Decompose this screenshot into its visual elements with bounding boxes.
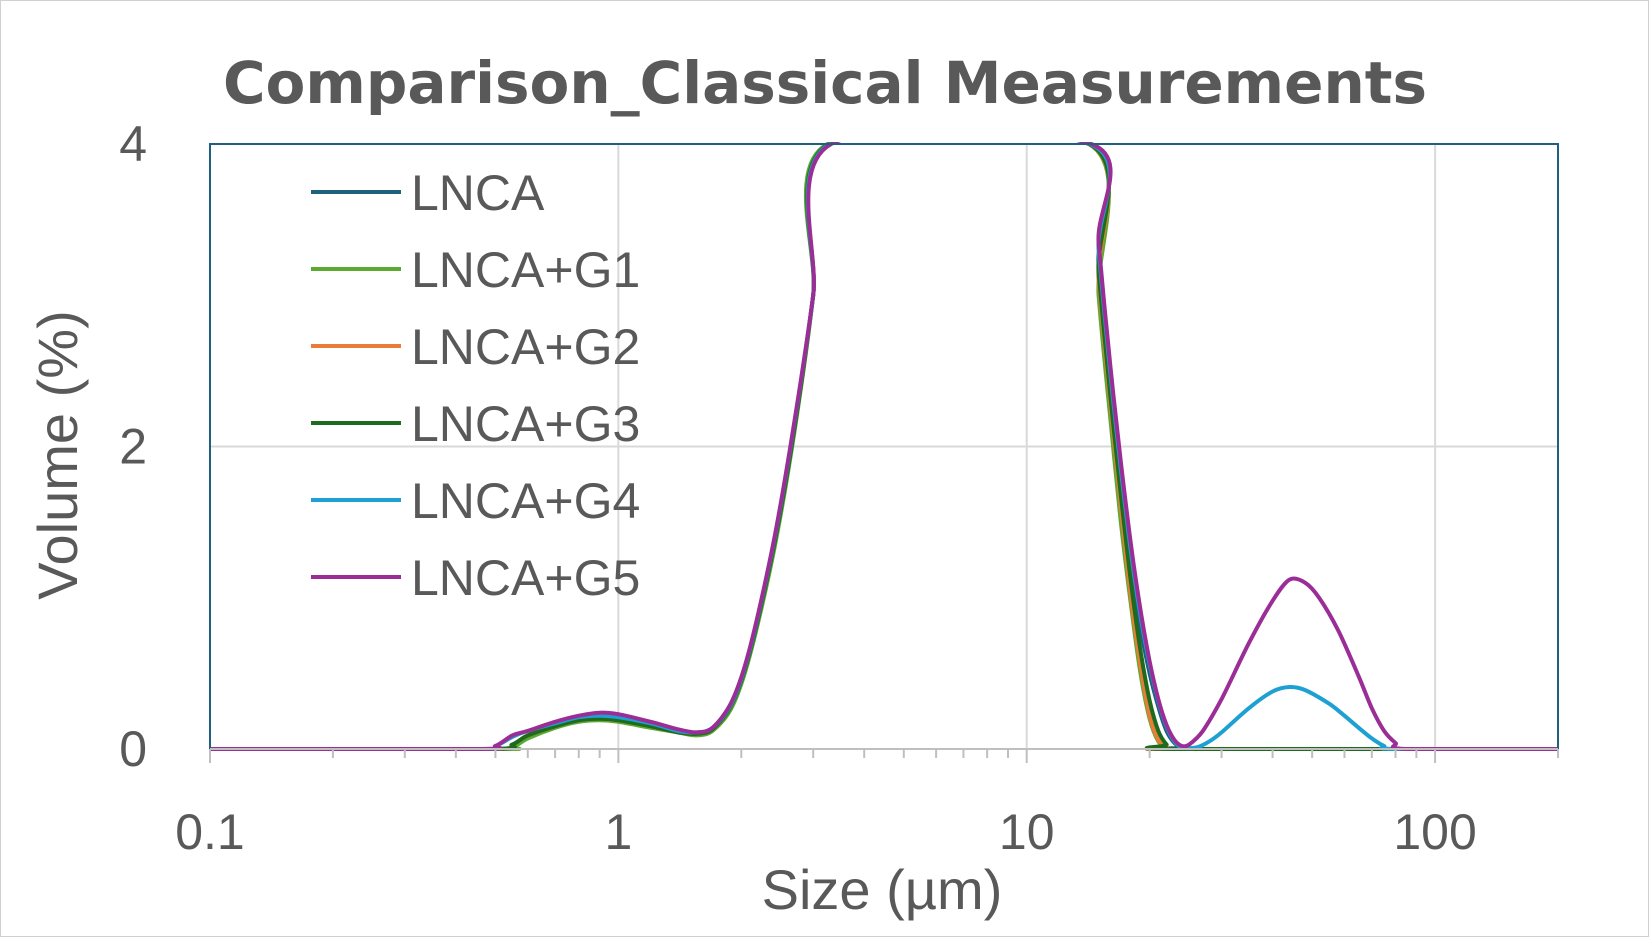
- x-tick-label: 100: [1393, 804, 1476, 860]
- legend: LNCA LNCA+G1 LNCA+G2 LNCA+G3 LNCA+G4 LNCA+G5: [311, 165, 640, 606]
- x-tick-label: 1: [604, 804, 632, 860]
- legend-label-lnca-g3: LNCA+G3: [411, 396, 640, 452]
- x-tick-label: 10: [999, 804, 1055, 860]
- grid: [210, 144, 1558, 749]
- legend-label-lnca-g1: LNCA+G1: [411, 242, 640, 298]
- legend-label-lnca: LNCA: [411, 165, 545, 221]
- x-tick-label: 0.1: [175, 804, 245, 860]
- y-tick-label: 0: [119, 721, 147, 777]
- x-axis-label: Size (µm): [762, 858, 1003, 921]
- legend-label-lnca-g4: LNCA+G4: [411, 473, 640, 529]
- series-layer: [210, 142, 1558, 751]
- chart-title: Comparison_Classical Measurements: [223, 49, 1427, 117]
- y-tick-label: 2: [119, 419, 147, 475]
- y-axis-label: Volume (%): [26, 310, 89, 599]
- series-line-lnca-g5: [210, 142, 1558, 751]
- legend-label-lnca-g2: LNCA+G2: [411, 319, 640, 375]
- legend-label-lnca-g5: LNCA+G5: [411, 550, 640, 606]
- axes: 0.1 1 10 100 0 2 4: [119, 116, 1559, 860]
- y-tick-label: 4: [119, 116, 147, 172]
